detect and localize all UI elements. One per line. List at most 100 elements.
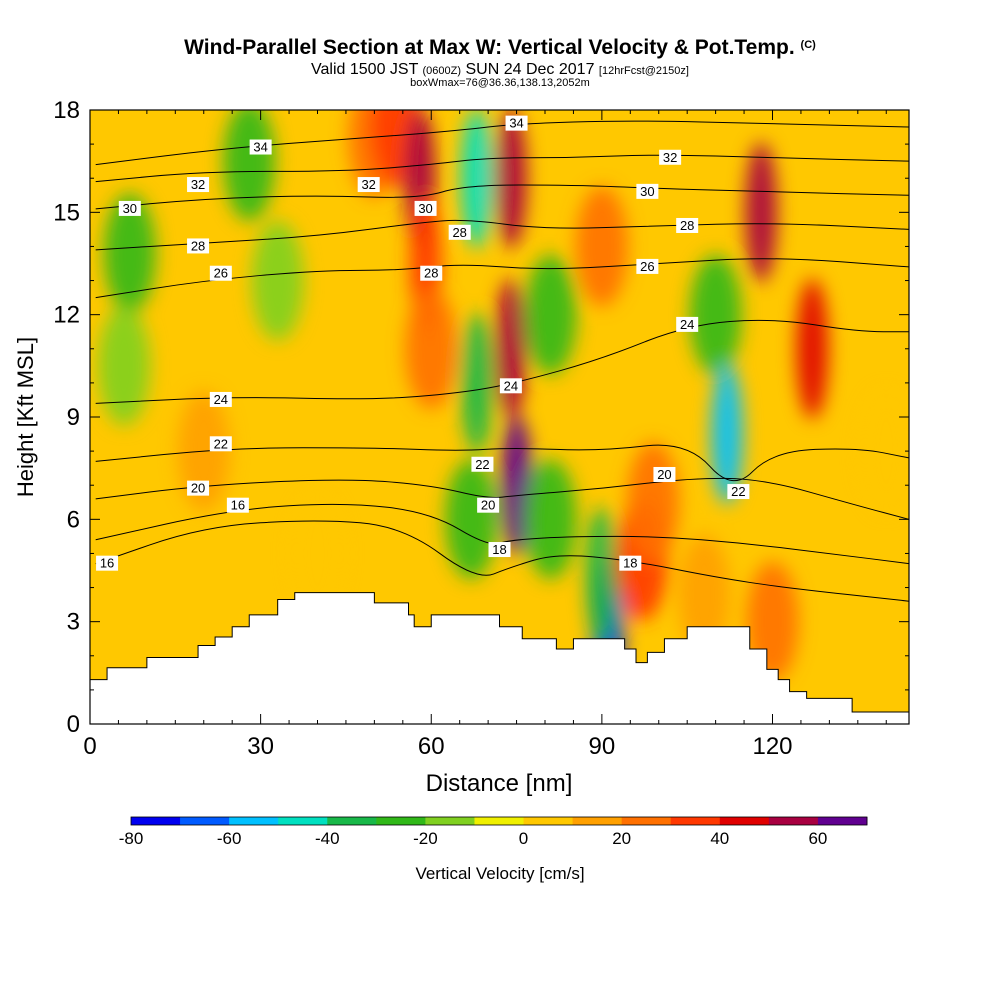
contour-label: 34 [505, 115, 528, 131]
contour-label-text: 34 [253, 140, 267, 155]
colorbar-tick-label: -80 [119, 829, 144, 848]
w-cell [405, 288, 458, 409]
y-tick-label: 15 [53, 199, 80, 226]
contour-label-bg [471, 456, 494, 472]
contour-label: 28 [420, 265, 443, 281]
contour-label: 20 [653, 466, 676, 482]
contour-label: 26 [636, 258, 659, 274]
contour-label-bg [636, 258, 659, 274]
contour-label-bg [477, 497, 500, 513]
contour-label-text: 22 [475, 457, 489, 472]
contour-label-bg [619, 555, 642, 571]
colorbar-swatch [229, 817, 279, 825]
contour-label-text: 26 [640, 259, 654, 274]
w-cell [291, 493, 344, 614]
colorbar-swatch [768, 817, 819, 825]
colorbar-swatch [474, 817, 525, 825]
w-cell [494, 110, 527, 249]
valid-date: SUN 24 Dec 2017 [465, 61, 595, 78]
w-cell [575, 186, 628, 307]
contour-label-bg [488, 542, 511, 558]
y-tick-label: 3 [67, 609, 80, 636]
contour-labels: 34 32 30 28 26 24 22 20 16 16 32 30 28 28 34 24 22 20 18 32… [96, 115, 750, 571]
contour-label-bg [249, 139, 272, 155]
contour-label-bg [414, 200, 437, 216]
y-tick-label: 9 [67, 404, 80, 431]
theta-contour-20 [95, 477, 909, 520]
x-tick-label: 60 [418, 733, 445, 760]
contour-label-text: 20 [481, 498, 495, 513]
w-cell [460, 110, 493, 249]
contour-label: 16 [226, 497, 249, 513]
colorbar-tick-label: 60 [808, 829, 827, 848]
contour-label-text: 28 [424, 266, 438, 281]
contour-label-text: 24 [504, 378, 518, 393]
contour-label: 20 [477, 497, 500, 513]
contour-label-text: 18 [492, 542, 506, 557]
contour-label: 28 [448, 224, 471, 240]
colorbar-swatch [376, 817, 426, 825]
colorbar-swatch [278, 817, 328, 825]
contour-label-bg [659, 149, 682, 165]
contour-label-bg [209, 436, 232, 452]
contour-label: 30 [118, 200, 141, 216]
theta-contour-32 [95, 154, 909, 183]
colorbar-frame [130, 816, 868, 826]
contour-label-bg [676, 316, 699, 332]
x-tick-label: 30 [247, 733, 274, 760]
contour-label: 24 [209, 391, 232, 407]
colorbar-swatch [131, 817, 181, 825]
contour-label: 22 [727, 484, 750, 500]
contour-label-text: 34 [509, 116, 523, 131]
colorbar-tick-label: -20 [413, 829, 438, 848]
contour-label-bg [209, 391, 232, 407]
w-cell [460, 312, 493, 453]
contour-label-text: 28 [452, 225, 466, 240]
contour-label: 16 [96, 555, 119, 571]
contour-label-text: 28 [680, 218, 694, 233]
copyright-mark: (C) [800, 39, 816, 51]
colorbar-swatch [670, 817, 721, 825]
w-cell [796, 278, 829, 419]
contour-label-bg [505, 115, 528, 131]
contour-label-bg [653, 466, 676, 482]
contour-label: 32 [659, 149, 682, 165]
w-cell [689, 254, 742, 375]
contour-label: 22 [471, 456, 494, 472]
contour-label-bg [448, 224, 471, 240]
contour-label-bg [420, 265, 443, 281]
colorbar-swatch [425, 817, 475, 825]
forecast-info: [12hrFcst@2150z] [598, 65, 689, 77]
contour-label-text: 32 [663, 150, 677, 165]
contour-label-bg [209, 265, 232, 281]
contour-label-text: 16 [100, 556, 114, 571]
w-cell [711, 364, 743, 505]
valid-utc: (0600Z) [422, 65, 462, 77]
x-axis-label: Distance [nm] [426, 770, 573, 797]
contour-label-text: 30 [418, 201, 432, 216]
colorbar: -80 -60 -40 -20 0 20 40 60 [119, 816, 868, 848]
contour-label: 30 [414, 200, 437, 216]
contour-label-bg [187, 480, 210, 496]
contour-label-bg [96, 555, 119, 571]
colorbar-swatch [180, 817, 230, 825]
w-cell [500, 415, 533, 556]
chart-title: Wind-Parallel Section at Max W: Vertical… [0, 36, 1000, 60]
x-tick-label: 120 [752, 733, 792, 760]
y-tick-label: 0 [67, 711, 80, 738]
contour-label-text: 30 [123, 201, 137, 216]
contour-label-bg [676, 217, 699, 233]
contour-label: 24 [499, 378, 522, 394]
x-tick-label: 0 [83, 733, 96, 760]
contour-label-text: 28 [191, 238, 205, 253]
theta-contour-30 [95, 184, 909, 210]
colorbar-tick-label: -60 [217, 829, 242, 848]
contour-label: 28 [676, 217, 699, 233]
contour-label: 22 [209, 436, 232, 452]
colorbar-tick-label: 40 [710, 829, 729, 848]
w-cell [585, 507, 618, 648]
x-tick-label: 90 [589, 733, 616, 760]
contour-label-text: 20 [191, 481, 205, 496]
contour-label-bg [226, 497, 249, 513]
